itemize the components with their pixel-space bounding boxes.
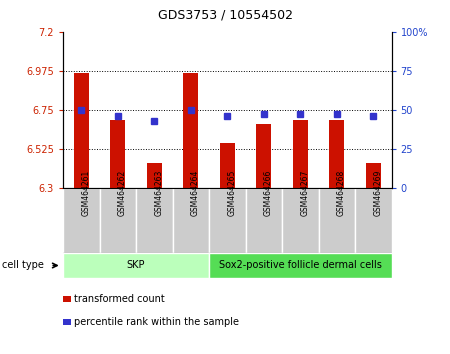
- Text: GSM464263: GSM464263: [154, 170, 163, 216]
- Bar: [293, 120, 307, 188]
- Text: GSM464264: GSM464264: [191, 170, 200, 216]
- Bar: [319, 188, 355, 253]
- Bar: [209, 253, 392, 278]
- Text: SKP: SKP: [127, 261, 145, 270]
- Text: GSM464265: GSM464265: [227, 170, 236, 216]
- Bar: [110, 120, 125, 188]
- Bar: [366, 164, 381, 188]
- Bar: [355, 188, 392, 253]
- Bar: [74, 73, 89, 188]
- Bar: [63, 253, 209, 278]
- Bar: [246, 188, 282, 253]
- Text: GSM464266: GSM464266: [264, 170, 273, 216]
- Bar: [256, 124, 271, 188]
- Bar: [172, 188, 209, 253]
- Bar: [209, 188, 246, 253]
- Text: GSM464268: GSM464268: [337, 170, 346, 216]
- Bar: [220, 143, 234, 188]
- Text: GSM464267: GSM464267: [300, 170, 309, 216]
- Text: GSM464269: GSM464269: [373, 170, 382, 216]
- Bar: [99, 188, 136, 253]
- Text: GDS3753 / 10554502: GDS3753 / 10554502: [158, 9, 292, 22]
- Bar: [136, 188, 172, 253]
- Text: cell type: cell type: [2, 261, 44, 270]
- Bar: [282, 188, 319, 253]
- Bar: [184, 73, 198, 188]
- Text: GSM464262: GSM464262: [118, 170, 127, 216]
- Text: GSM464261: GSM464261: [81, 170, 90, 216]
- Text: transformed count: transformed count: [74, 294, 165, 304]
- Bar: [329, 120, 344, 188]
- Text: Sox2-positive follicle dermal cells: Sox2-positive follicle dermal cells: [219, 261, 382, 270]
- Bar: [63, 188, 99, 253]
- Bar: [147, 164, 162, 188]
- Text: percentile rank within the sample: percentile rank within the sample: [74, 317, 239, 327]
